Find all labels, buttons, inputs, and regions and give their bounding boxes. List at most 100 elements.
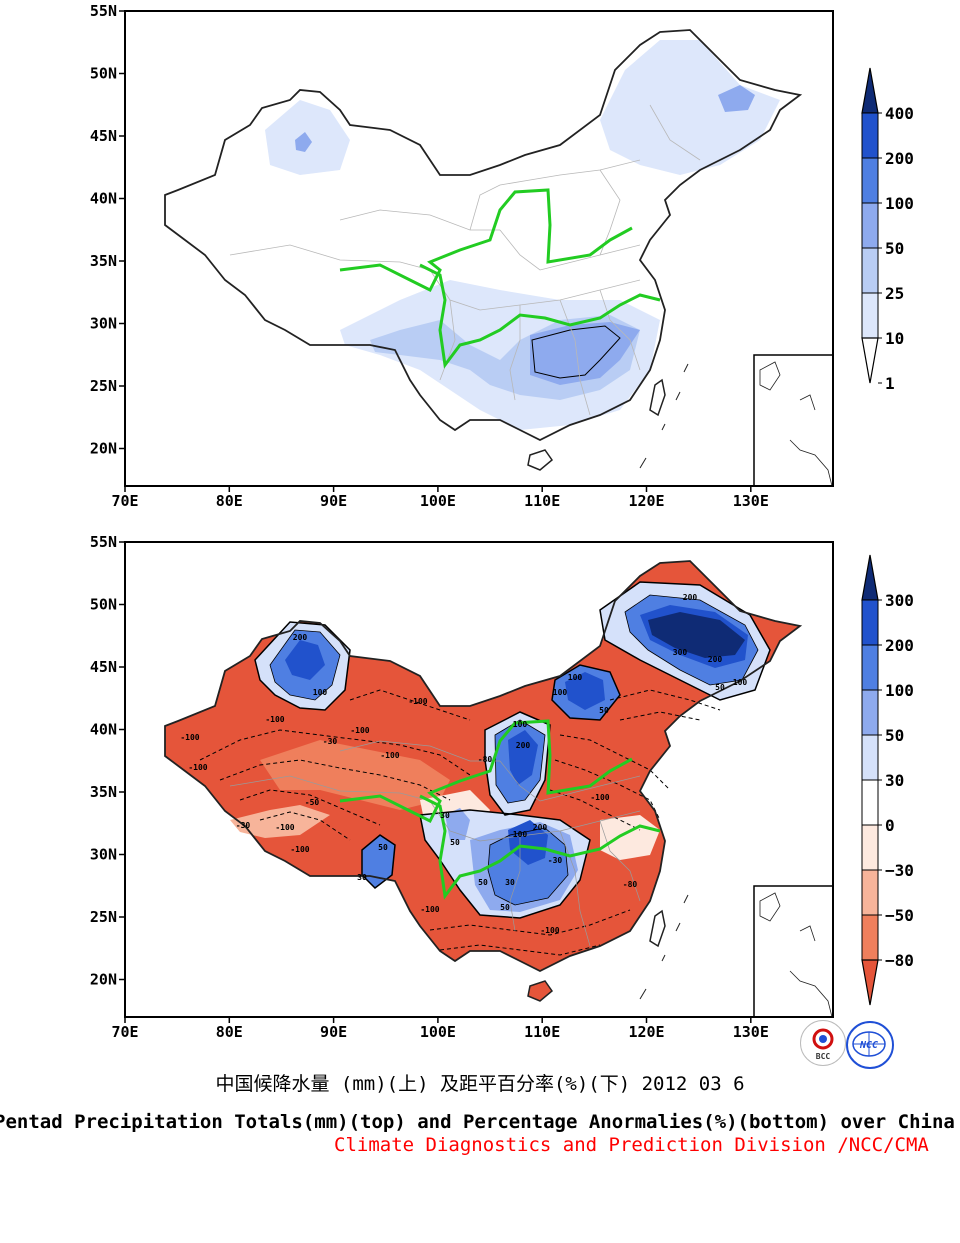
colorbar-segment <box>861 779 879 826</box>
islands-bottom <box>639 894 689 1000</box>
colorbar-segment <box>861 247 879 294</box>
neg-anomaly-30-50 <box>230 805 330 838</box>
colorbar-segment <box>861 689 879 736</box>
division-caption: Climate Diagnostics and Prediction Divis… <box>334 1134 929 1156</box>
pos-anomaly-tibet <box>362 835 395 888</box>
lon-label: 130E <box>733 492 769 510</box>
lon-label: 80E <box>216 492 243 510</box>
contour-label: 100 <box>733 678 748 687</box>
contour-label: 100 <box>568 673 583 682</box>
contour-label: 100 <box>513 830 528 839</box>
lat-label: 50N <box>90 596 117 614</box>
precip-shade-ne <box>600 40 780 175</box>
lon-label: 100E <box>420 492 456 510</box>
pos-anomaly-ne-300 <box>648 612 745 658</box>
pos-anomaly-qinghai <box>445 808 470 840</box>
lat-label: 40N <box>90 190 117 208</box>
lon-label: 90E <box>320 492 347 510</box>
lon-label: 80E <box>216 1023 243 1041</box>
colorbar-segment <box>861 824 879 871</box>
contour-label: -100 <box>408 697 427 706</box>
lat-label: 35N <box>90 252 117 270</box>
lat-label: 30N <box>90 315 117 333</box>
taiwan-top <box>649 378 666 417</box>
contour-label: -30 <box>236 821 251 830</box>
colorbar-label: 30 <box>885 771 904 790</box>
lat-label: 50N <box>90 65 117 83</box>
lon-label: 130E <box>733 1023 769 1041</box>
contour-label: 50 <box>715 683 725 692</box>
lon-label: 70E <box>111 492 138 510</box>
pos-anomaly-nw-200 <box>285 640 325 680</box>
bcc-logo: BCC <box>800 1020 846 1066</box>
contour-label: 100 <box>313 688 328 697</box>
colorbar-label: 200 <box>885 149 914 168</box>
precip-shade-25-50 <box>530 322 640 385</box>
contour-label: -100 <box>188 763 207 772</box>
colorbar-arrow-top <box>861 554 879 601</box>
colorbar-arrow-top <box>861 67 879 114</box>
contour-label: -100 <box>180 733 199 742</box>
colorbar-segment <box>861 112 879 159</box>
south-china-sea-inset-top <box>753 354 833 486</box>
lat-label: 35N <box>90 783 117 801</box>
lat-label: 20N <box>90 971 117 989</box>
contour-label: 50 <box>599 706 609 715</box>
colorbar-label: 25 <box>885 284 904 303</box>
contour-label: -100 <box>590 793 609 802</box>
contour-label: -100 <box>290 845 309 854</box>
colorbar-label: 0 <box>885 816 895 835</box>
contour-label: 200 <box>683 593 698 602</box>
colorbar-segment <box>861 599 879 646</box>
colorbar-arrow-bottom <box>861 337 879 384</box>
precip-shade-nw-small <box>295 132 312 152</box>
contour-label: -100 <box>540 926 559 935</box>
colorbar-label: 100 <box>885 681 914 700</box>
contour-label: -80 <box>478 755 493 764</box>
contour-label: 300 <box>673 648 688 657</box>
colorbar-segment <box>861 157 879 204</box>
colorbar-label: −80 <box>885 951 914 970</box>
colorbar-label: −50 <box>885 906 914 925</box>
colorbar-segment <box>861 644 879 691</box>
colorbar-label: 400 <box>885 104 914 123</box>
colorbar-label: 50 <box>885 726 904 745</box>
colorbar-label: −30 <box>885 861 914 880</box>
rivers-bottom <box>339 719 661 900</box>
province-borders-bottom <box>229 740 641 947</box>
contour-label: 50 <box>378 843 388 852</box>
lat-label: 55N <box>90 533 117 551</box>
colorbar-label: 300 <box>885 591 914 610</box>
top-colorbar: 400 200 100 50 25 10 1 <box>861 67 914 393</box>
lon-label: 70E <box>111 1023 138 1041</box>
contour-label: -100 <box>275 823 294 832</box>
bottom-anomaly-map: -100 200 100 -100 -100 -100 -30 -50 -100 -100 -100… <box>90 533 834 1041</box>
contour-label: -100 <box>350 726 369 735</box>
lat-label: 25N <box>90 377 117 395</box>
svg-text:BCC: BCC <box>816 1052 831 1061</box>
lon-label: 120E <box>628 492 664 510</box>
contour-label: -50 <box>305 798 320 807</box>
china-border-top <box>164 29 803 442</box>
lat-label: 40N <box>90 721 117 739</box>
rivers-top <box>339 188 661 369</box>
pos-anomaly-central-200 <box>508 730 538 785</box>
lat-label: 45N <box>90 127 117 145</box>
contour-label: 50 <box>450 838 460 847</box>
colorbar-label: 50 <box>885 239 904 258</box>
colorbar-segment <box>861 202 879 249</box>
contour-label: 50 <box>500 903 510 912</box>
contour-label: 30 <box>440 811 450 820</box>
lon-label: 110E <box>524 492 560 510</box>
hainan-top <box>527 449 554 471</box>
colorbar-segment <box>861 914 879 961</box>
colorbar-label: 100 <box>885 194 914 213</box>
contour-label: 200 <box>516 741 531 750</box>
lon-label: 90E <box>320 1023 347 1041</box>
chinese-caption: 中国候降水量 (mm)(上) 及距平百分率(%)(下) 2012 03 6 <box>215 1073 745 1095</box>
contour-label: 200 <box>533 823 548 832</box>
lat-label: 45N <box>90 658 117 676</box>
colorbar-label: 1 <box>885 374 895 393</box>
contour-label: -100 <box>265 715 284 724</box>
